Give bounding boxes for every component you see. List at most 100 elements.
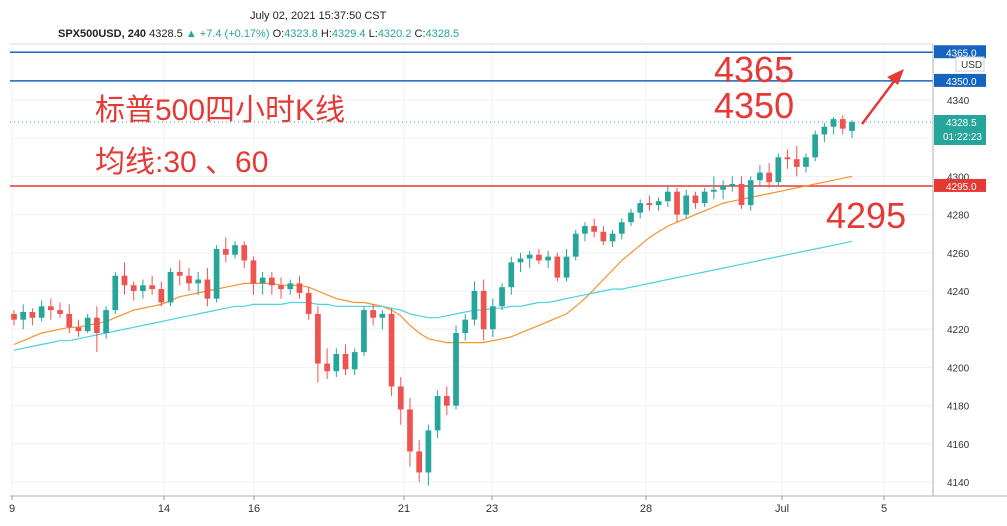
- ma30-line: [13, 175, 853, 346]
- price-change: ▲ +7.4 (+0.17%): [185, 28, 270, 40]
- candle-body: [158, 289, 165, 303]
- candle-body: [711, 189, 717, 192]
- candle-body: [720, 185, 726, 190]
- candle: [20, 304, 27, 330]
- candle-body: [692, 195, 699, 204]
- candle-body: [250, 260, 257, 284]
- candle: [397, 376, 404, 425]
- candle-body: [20, 312, 27, 320]
- candle-body: [545, 256, 551, 261]
- candle: [195, 271, 202, 295]
- candle: [784, 149, 791, 169]
- candle: [222, 237, 229, 263]
- time-axis[interactable]: 9 14 16 21 23 28 Jul 5: [9, 495, 1007, 515]
- candle-body: [287, 283, 294, 290]
- moving-averages: [13, 175, 853, 351]
- price-tag-4350: 4350.0: [934, 73, 986, 88]
- candle-body: [775, 157, 782, 183]
- candle: [38, 300, 45, 322]
- candle-body: [600, 231, 607, 242]
- candle-body: [57, 310, 63, 314]
- candle: [29, 308, 36, 326]
- high-label: H:: [320, 28, 332, 40]
- last-price: 4328.5: [149, 28, 183, 40]
- candle-body: [176, 271, 183, 276]
- candle-body: [453, 333, 459, 406]
- candle-body: [572, 233, 579, 257]
- candle-body: [591, 226, 598, 232]
- candle-body: [296, 283, 303, 293]
- candle: [554, 252, 561, 282]
- x-tick-label: 14: [158, 503, 170, 515]
- high-value: 4329.4: [331, 28, 366, 40]
- candle-body: [462, 319, 469, 334]
- candle: [416, 439, 423, 482]
- candle: [692, 191, 699, 209]
- candle-body: [674, 191, 680, 215]
- candle-body: [388, 313, 395, 387]
- candle: [618, 218, 625, 240]
- candle: [103, 306, 109, 339]
- candle-body: [830, 119, 837, 127]
- candle-body: [738, 184, 745, 206]
- candle: [342, 344, 349, 376]
- candle-body: [803, 157, 809, 167]
- candle: [849, 120, 855, 138]
- x-tick-label: 21: [398, 503, 410, 515]
- candle: [775, 153, 782, 186]
- candle: [646, 195, 653, 211]
- candle-body: [351, 352, 358, 370]
- candle-body: [75, 327, 82, 332]
- candle: [490, 298, 496, 337]
- candle-body: [747, 180, 754, 206]
- close-value: 4328.5: [425, 28, 460, 40]
- candle-body: [259, 277, 266, 284]
- candle: [536, 248, 542, 265]
- candle-body: [397, 386, 404, 410]
- candle-body: [305, 292, 312, 314]
- candle: [250, 256, 257, 295]
- candle: [738, 176, 745, 209]
- candle: [545, 250, 551, 269]
- candle: [793, 145, 800, 177]
- price-tag-current-text: 4328.5: [946, 118, 977, 129]
- up-arrow-annotation: [861, 69, 904, 125]
- candle: [278, 277, 284, 299]
- price-axis[interactable]: 4140416041804200422042404260428043004320…: [932, 44, 970, 496]
- candle: [443, 386, 450, 416]
- currency-label[interactable]: USD: [961, 60, 982, 71]
- candle: [305, 287, 312, 320]
- candle: [711, 176, 717, 200]
- candle-body: [526, 254, 533, 259]
- price-tag-4350-bg: [934, 73, 986, 87]
- candle: [94, 306, 100, 353]
- x-tick-label: 5: [881, 503, 887, 515]
- currency-box[interactable]: [955, 56, 985, 72]
- candle: [130, 281, 137, 301]
- price-tag-current-countdown: 01:22:23: [943, 132, 982, 143]
- candle: [370, 304, 376, 326]
- candle-body: [342, 354, 349, 370]
- price-tag-4295-text: 4295.0: [946, 182, 977, 193]
- candle: [683, 189, 690, 219]
- candle: [572, 229, 579, 261]
- candle-body: [222, 248, 229, 255]
- candle-body: [140, 285, 146, 291]
- candle: [830, 117, 837, 135]
- candle-body: [480, 291, 487, 330]
- candle: [720, 180, 726, 200]
- symbol-label[interactable]: SPX500USD, 240: [58, 28, 147, 40]
- candle: [75, 319, 82, 337]
- candle: [361, 306, 367, 356]
- price-tag-4365: 4365.0: [934, 45, 986, 59]
- candle: [517, 252, 524, 272]
- candle-body: [563, 256, 570, 278]
- candle-body: [333, 354, 340, 372]
- candle: [563, 248, 570, 282]
- candle: [747, 176, 754, 211]
- candle-body: [701, 191, 708, 204]
- candle: [379, 310, 386, 330]
- candle: [167, 268, 174, 307]
